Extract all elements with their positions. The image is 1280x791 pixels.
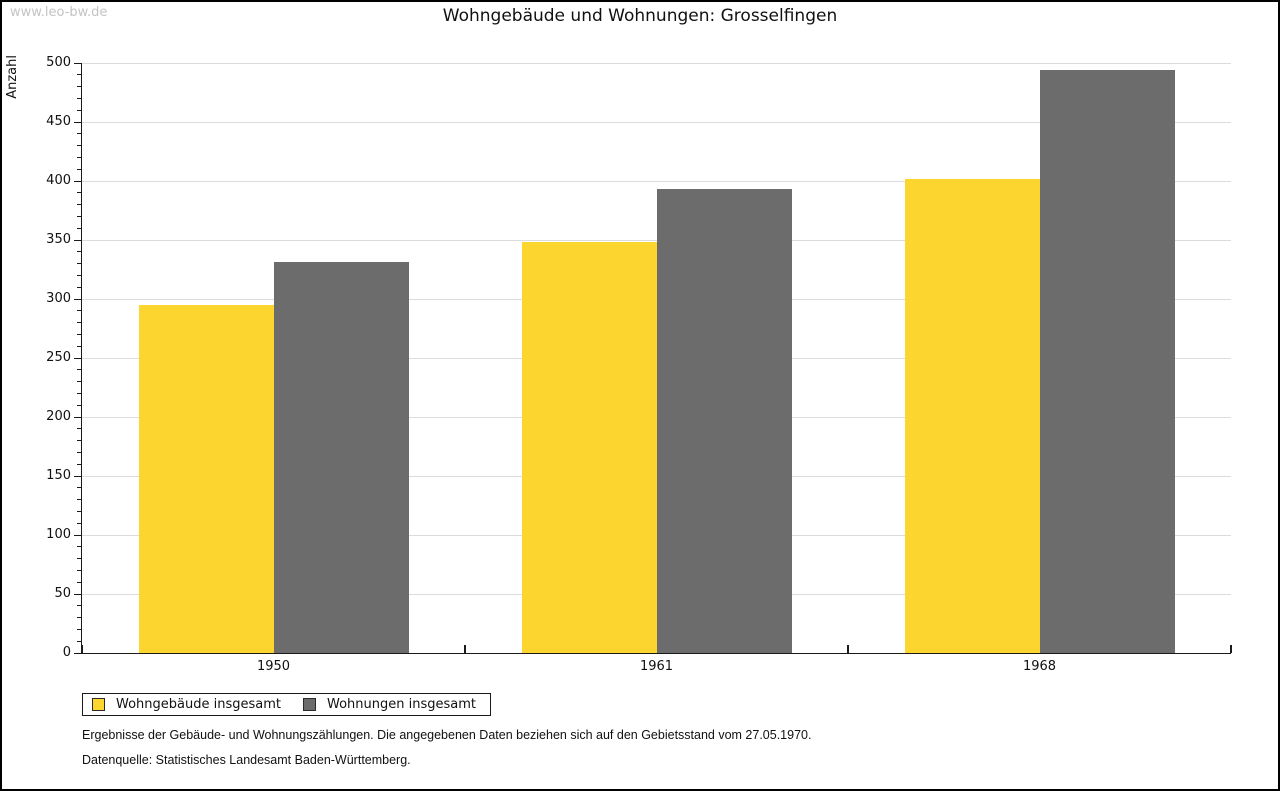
legend-item-wohnungen-insgesamt: Wohnungen insgesamt xyxy=(303,697,476,712)
y-minor-tick-310 xyxy=(76,286,81,288)
y-tick-label-250: 250 xyxy=(46,350,71,365)
y-major-tick-400 xyxy=(73,180,81,182)
y-minor-tick-360 xyxy=(76,227,81,229)
legend-item-wohngeb-ude-insgesamt: Wohngebäude insgesamt xyxy=(92,697,281,712)
y-major-tick-50 xyxy=(73,593,81,595)
y-minor-tick-190 xyxy=(76,428,81,430)
y-tick-label-300: 300 xyxy=(46,291,71,306)
y-major-tick-150 xyxy=(73,475,81,477)
y-axis-title: Anzahl xyxy=(5,55,20,99)
x-boundary-tick-3 xyxy=(1230,645,1232,653)
y-minor-tick-380 xyxy=(76,204,81,206)
bar-wohngeb-ude-insgesamt-1950 xyxy=(138,304,274,653)
y-minor-tick-140 xyxy=(76,487,81,489)
y-minor-tick-240 xyxy=(76,369,81,371)
y-minor-tick-440 xyxy=(76,133,81,135)
y-tick-label-0: 0 xyxy=(62,645,71,660)
y-minor-tick-70 xyxy=(76,569,81,571)
legend-swatch-icon xyxy=(92,698,105,711)
gridline-y-500 xyxy=(82,62,1231,64)
y-minor-tick-160 xyxy=(76,463,81,465)
y-minor-tick-270 xyxy=(76,333,81,335)
y-minor-tick-10 xyxy=(76,640,81,642)
x-category-label-1968: 1968 xyxy=(1022,659,1057,674)
y-major-tick-450 xyxy=(73,121,81,123)
legend-swatch-icon xyxy=(303,698,316,711)
bar-wohnungen-insgesamt-1950 xyxy=(273,262,409,653)
footnotes: Ergebnisse der Gebäude- und Wohnungszähl… xyxy=(82,728,811,767)
bar-wohnungen-insgesamt-1961 xyxy=(656,189,792,653)
y-major-tick-500 xyxy=(73,62,81,64)
y-minor-tick-230 xyxy=(76,381,81,383)
legend-label: Wohnungen insgesamt xyxy=(327,697,476,712)
y-minor-tick-180 xyxy=(76,440,81,442)
footnote-line-2: Datenquelle: Statistisches Landesamt Bad… xyxy=(82,753,411,767)
y-major-tick-100 xyxy=(73,534,81,536)
x-boundary-tick-2 xyxy=(847,645,849,653)
y-major-tick-200 xyxy=(73,416,81,418)
y-major-tick-250 xyxy=(73,357,81,359)
y-major-tick-300 xyxy=(73,298,81,300)
y-minor-tick-170 xyxy=(76,451,81,453)
y-minor-tick-110 xyxy=(76,522,81,524)
y-minor-tick-130 xyxy=(76,499,81,501)
y-tick-label-350: 350 xyxy=(46,232,71,247)
bar-wohngeb-ude-insgesamt-1968 xyxy=(904,178,1040,653)
y-minor-tick-260 xyxy=(76,345,81,347)
y-minor-tick-390 xyxy=(76,192,81,194)
y-minor-tick-320 xyxy=(76,274,81,276)
y-minor-tick-410 xyxy=(76,168,81,170)
bar-wohnungen-insgesamt-1968 xyxy=(1039,70,1175,653)
legend-label: Wohngebäude insgesamt xyxy=(116,697,281,712)
chart-title: Wohngebäude und Wohnungen: Grosselfingen xyxy=(442,6,838,26)
y-major-tick-0 xyxy=(73,652,81,654)
y-minor-tick-20 xyxy=(76,628,81,630)
watermark: www.leo-bw.de xyxy=(10,5,108,20)
y-tick-label-400: 400 xyxy=(46,173,71,188)
y-minor-tick-330 xyxy=(76,263,81,265)
y-tick-label-50: 50 xyxy=(54,586,71,601)
bar-wohngeb-ude-insgesamt-1961 xyxy=(521,242,657,653)
y-tick-label-100: 100 xyxy=(46,527,71,542)
y-minor-tick-120 xyxy=(76,510,81,512)
y-tick-label-500: 500 xyxy=(46,55,71,70)
gridline-y-450 xyxy=(82,121,1231,123)
y-minor-tick-210 xyxy=(76,404,81,406)
y-minor-tick-430 xyxy=(76,145,81,147)
plot-area: 0 50 100 150 200 250 300 350 400 450 500 1950 1961 19… xyxy=(46,55,1232,674)
y-minor-tick-470 xyxy=(76,97,81,99)
y-minor-tick-280 xyxy=(76,322,81,324)
y-minor-tick-40 xyxy=(76,605,81,607)
y-minor-tick-30 xyxy=(76,617,81,619)
y-minor-tick-290 xyxy=(76,310,81,312)
x-boundary-tick-0 xyxy=(81,645,83,653)
legend: Wohngebäude insgesamt Wohnungen insgesamt xyxy=(82,693,491,716)
x-boundary-tick-1 xyxy=(464,645,466,653)
y-tick-label-450: 450 xyxy=(46,114,71,129)
y-minor-tick-420 xyxy=(76,156,81,158)
y-minor-tick-480 xyxy=(76,86,81,88)
y-minor-tick-80 xyxy=(76,558,81,560)
x-category-label-1950: 1950 xyxy=(256,659,291,674)
x-category-label-1961: 1961 xyxy=(639,659,674,674)
y-minor-tick-220 xyxy=(76,392,81,394)
y-minor-tick-60 xyxy=(76,581,81,583)
y-tick-label-200: 200 xyxy=(46,409,71,424)
footnote-line-1: Ergebnisse der Gebäude- und Wohnungszähl… xyxy=(82,728,812,742)
y-tick-label-150: 150 xyxy=(46,468,71,483)
y-minor-tick-90 xyxy=(76,546,81,548)
y-minor-tick-460 xyxy=(76,109,81,111)
y-minor-tick-340 xyxy=(76,251,81,253)
y-major-tick-350 xyxy=(73,239,81,241)
y-minor-tick-370 xyxy=(76,215,81,217)
gridline-y-400 xyxy=(82,180,1231,182)
y-minor-tick-490 xyxy=(76,74,81,76)
